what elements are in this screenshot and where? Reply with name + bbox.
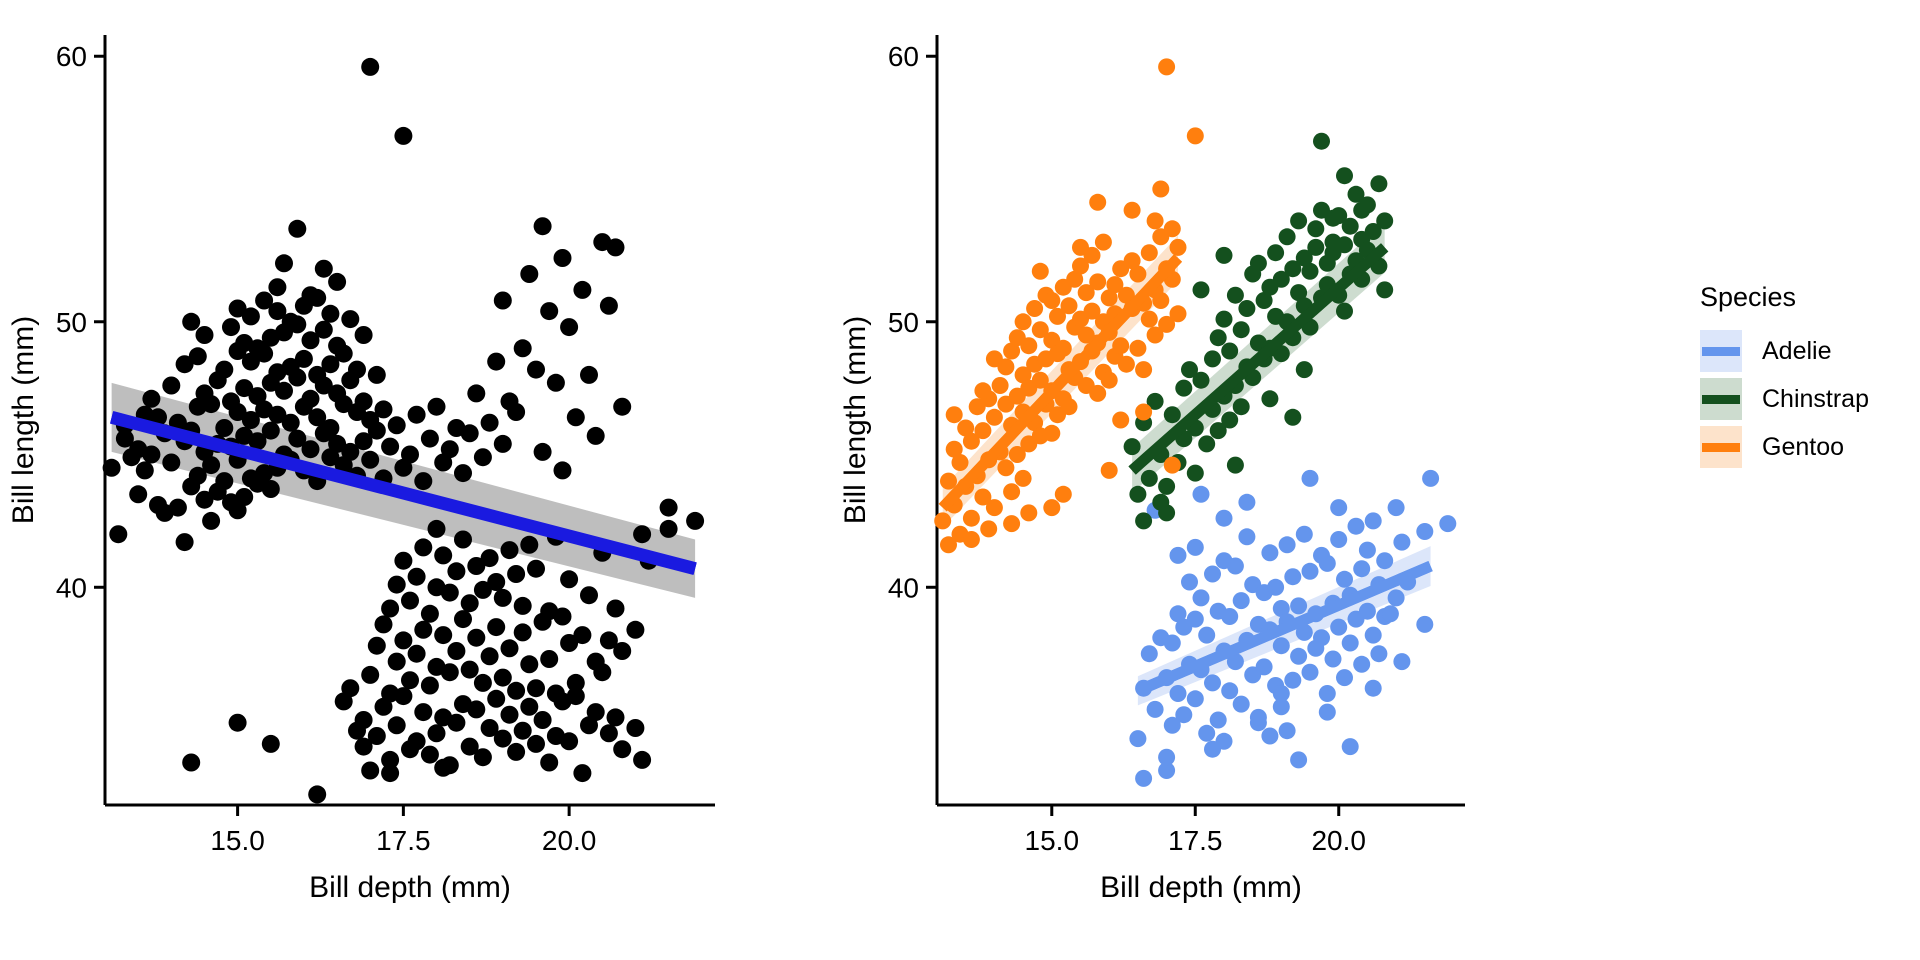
panel-pooled-regression: 40 50 60 15.0 17.5 20.0 Bill depth (mm) Bill le… bbox=[0, 0, 760, 960]
y-tick-label: 50 bbox=[888, 307, 919, 338]
legend-label-adelie: Adelie bbox=[1762, 336, 1832, 365]
points-gentoo bbox=[934, 58, 1204, 554]
x-tick-label: 20.0 bbox=[1311, 825, 1366, 856]
regression-line-top-chinstrap bbox=[1128, 243, 1389, 475]
legend-item-gentoo[interactable]: Gentoo bbox=[1700, 423, 1915, 471]
legend-item-chinstrap[interactable]: Chinstrap bbox=[1700, 375, 1915, 423]
points-pooled bbox=[102, 57, 705, 804]
x-axis-title: Bill depth (mm) bbox=[309, 871, 511, 904]
x-tick-label: 15.0 bbox=[210, 825, 265, 856]
y-axis-title: Bill length (mm) bbox=[839, 316, 872, 524]
scatter-plot-pooled: 40 50 60 15.0 17.5 20.0 Bill depth (mm) Bill le… bbox=[7, 35, 715, 904]
scatter-plot-by-species: 40 50 60 15.0 17.5 20.0 Bill depth (mm) Bill le… bbox=[839, 35, 1465, 904]
x-tick-label: 15.0 bbox=[1025, 825, 1080, 856]
y-tick-label: 60 bbox=[888, 41, 919, 72]
regression-line-top-pooled bbox=[109, 411, 697, 575]
y-tick-label: 50 bbox=[56, 307, 87, 338]
points-adelie bbox=[1129, 469, 1457, 787]
legend: Species Adelie Chinstrap Gentoo bbox=[1700, 282, 1915, 471]
x-tick-label: 20.0 bbox=[542, 825, 597, 856]
y-tick-label: 40 bbox=[56, 572, 87, 603]
x-tick-label: 17.5 bbox=[376, 825, 431, 856]
y-axis-title: Bill length (mm) bbox=[7, 316, 40, 524]
y-tick-label: 60 bbox=[56, 41, 87, 72]
legend-key-chinstrap bbox=[1700, 378, 1742, 420]
legend-title: Species bbox=[1700, 282, 1797, 312]
x-axis-title: Bill depth (mm) bbox=[1100, 871, 1302, 904]
legend-key-adelie bbox=[1700, 330, 1742, 372]
x-tick-label: 17.5 bbox=[1168, 825, 1223, 856]
legend-key-gentoo bbox=[1700, 426, 1742, 468]
regression-line-top-adelie bbox=[1135, 560, 1433, 696]
panel-by-species-regression: 40 50 60 15.0 17.5 20.0 Bill depth (mm) Bill le… bbox=[760, 0, 1680, 960]
y-tick-label: 40 bbox=[888, 572, 919, 603]
legend-label-chinstrap: Chinstrap bbox=[1762, 384, 1869, 413]
regression-line-top-gentoo bbox=[938, 254, 1183, 512]
legend-item-adelie[interactable]: Adelie bbox=[1700, 327, 1915, 375]
legend-label-gentoo: Gentoo bbox=[1762, 432, 1845, 461]
